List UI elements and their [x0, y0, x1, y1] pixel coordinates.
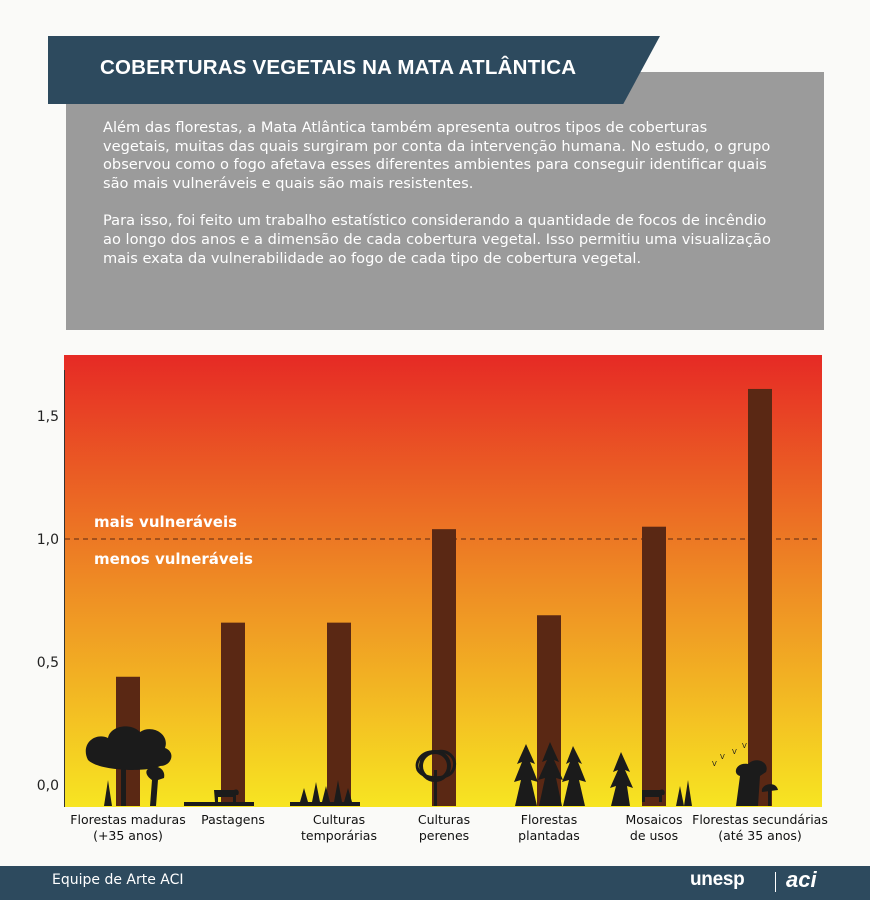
footer-bar: [0, 866, 870, 900]
x-tick-label: Culturas temporárias: [301, 812, 377, 843]
x-tick-label: Florestas plantadas: [518, 812, 580, 843]
aci-logo: aci: [786, 867, 817, 892]
x-tick-layer: Florestas maduras (+35 anos) Pastagens Cult…: [70, 812, 828, 843]
bar: [327, 622, 351, 806]
pine-tree-icon: [610, 752, 633, 806]
bar-chart: 0,0 0,5 1,0 1,5 mais vulneráveis menos vuln…: [37, 355, 828, 843]
svg-text:ᐯ: ᐯ: [742, 742, 747, 750]
bar: [221, 622, 245, 806]
x-tick-label: Mosaicos de usos: [625, 812, 682, 843]
tree-icon: [415, 749, 457, 806]
y-tick-label: 1,0: [37, 532, 59, 548]
y-tick-label: 1,5: [37, 409, 59, 425]
title-banner: [48, 36, 660, 104]
y-tick-label: 0,0: [37, 778, 59, 794]
label-more-vulnerable: mais vulneráveis: [94, 513, 237, 531]
intro-paragraph-2: Para isso, foi feito um trabalho estatís…: [103, 212, 771, 267]
x-tick-label: Florestas secundárias (até 35 anos): [692, 812, 828, 843]
label-less-vulnerable: menos vulneráveis: [94, 550, 253, 568]
bar: [432, 529, 456, 806]
crop-icon: [676, 780, 692, 806]
x-tick-label: Pastagens: [201, 812, 265, 827]
svg-text:ᐯ: ᐯ: [720, 753, 725, 761]
pine-tree-icon: [514, 742, 586, 806]
tree-icon: [85, 726, 172, 806]
y-tick-label: 0,5: [37, 655, 59, 671]
crop-icon: [290, 780, 360, 806]
x-tick-label: Culturas perenes: [418, 812, 470, 843]
intro-text: Além das florestas, a Mata Atlântica tam…: [103, 119, 775, 287]
page-title: COBERTURAS VEGETAIS NA MATA ATLÂNTICA: [100, 56, 577, 79]
tree-icon: [735, 760, 778, 806]
intro-panel: [66, 72, 824, 330]
logo-divider: [775, 872, 776, 892]
intro-paragraph-1: Além das florestas, a Mata Atlântica tam…: [103, 119, 771, 192]
cow-icon: [642, 789, 665, 802]
y-tick-layer: 0,0 0,5 1,0 1,5: [37, 409, 59, 794]
bar: [642, 526, 666, 806]
unesp-logo: unesp: [690, 869, 745, 890]
footer-credit: Equipe de Arte ACI: [52, 872, 184, 888]
x-tick-label: Florestas maduras (+35 anos): [70, 812, 185, 843]
svg-text:ᐯ: ᐯ: [732, 748, 737, 756]
bar: [748, 388, 772, 806]
svg-text:ᐯ: ᐯ: [712, 760, 717, 768]
cow-icon: [184, 789, 254, 806]
